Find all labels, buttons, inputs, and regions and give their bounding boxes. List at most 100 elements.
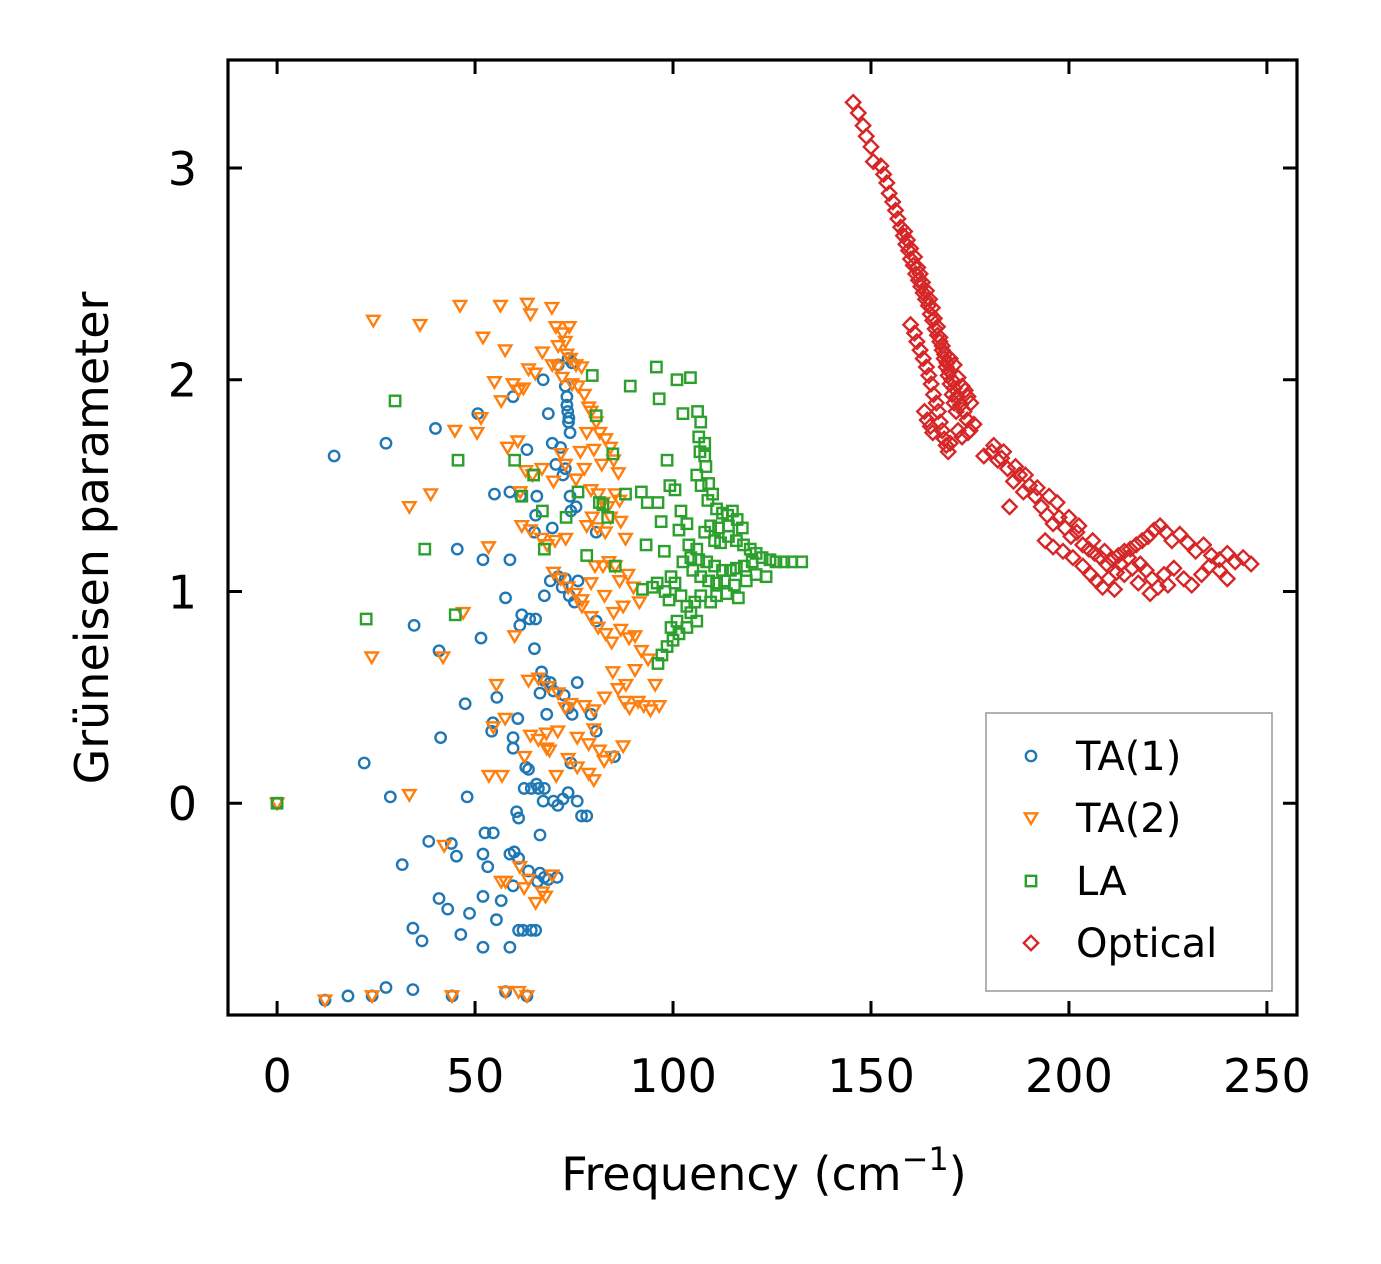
legend-item: LA xyxy=(1024,859,1127,905)
legend-item: TA(2) xyxy=(1022,796,1181,842)
data-point xyxy=(649,360,663,374)
data-point xyxy=(603,750,620,765)
data-point xyxy=(567,359,585,374)
data-point xyxy=(451,299,469,314)
data-point xyxy=(702,574,716,588)
data-point xyxy=(769,555,783,569)
x-axis-label-superscript: −1 xyxy=(902,1140,949,1178)
data-point xyxy=(609,683,627,698)
data-point xyxy=(608,559,622,573)
data-point xyxy=(541,744,558,759)
data-point xyxy=(1028,478,1047,497)
data-point xyxy=(583,511,601,526)
data-point xyxy=(454,928,468,941)
data-point xyxy=(486,376,503,391)
x-tick-label: 250 xyxy=(1223,1049,1311,1103)
data-point xyxy=(485,724,499,738)
data-point xyxy=(567,473,585,488)
data-point xyxy=(924,385,943,404)
data-point xyxy=(587,416,605,431)
data-point xyxy=(570,676,584,689)
data-point xyxy=(636,582,649,596)
data-point xyxy=(559,510,573,524)
data-point xyxy=(712,521,725,535)
data-point xyxy=(520,674,537,689)
data-point xyxy=(917,281,936,300)
data-point xyxy=(593,458,611,473)
data-point xyxy=(582,405,600,420)
data-point xyxy=(538,742,556,757)
data-point xyxy=(480,541,497,556)
data-point xyxy=(1119,548,1138,567)
data-point xyxy=(450,849,463,863)
data-point xyxy=(959,387,977,406)
data-point xyxy=(1127,536,1146,554)
data-point xyxy=(515,882,533,897)
data-point xyxy=(529,923,543,937)
data-point xyxy=(1083,531,1102,550)
data-point xyxy=(701,494,715,507)
data-point xyxy=(576,388,593,403)
data-point xyxy=(1242,555,1260,573)
x-tick-label: 50 xyxy=(446,1049,505,1103)
data-point xyxy=(522,308,539,323)
data-point xyxy=(573,361,590,376)
data-point xyxy=(680,517,694,531)
data-point xyxy=(614,740,632,755)
data-point xyxy=(668,483,682,497)
data-point xyxy=(434,731,448,745)
data-point xyxy=(631,596,648,611)
data-point xyxy=(545,521,559,535)
data-point xyxy=(560,320,578,336)
data-point xyxy=(949,421,967,440)
data-point xyxy=(545,475,562,490)
data-point xyxy=(918,411,937,429)
y-axis-label: Grüneisen parameter xyxy=(65,291,119,784)
data-point xyxy=(476,940,490,954)
data-point xyxy=(519,297,536,312)
data-point xyxy=(484,721,502,736)
data-point xyxy=(1069,516,1088,535)
data-point xyxy=(597,627,615,643)
data-point xyxy=(940,362,959,381)
data-point xyxy=(429,422,442,435)
data-point xyxy=(561,786,575,800)
data-point xyxy=(520,873,537,888)
data-point xyxy=(406,921,420,935)
data-point xyxy=(658,585,672,598)
data-point xyxy=(698,525,712,539)
data-point xyxy=(493,769,511,784)
data-point xyxy=(883,192,902,211)
legend-label: Optical xyxy=(1076,921,1217,967)
legend-item: TA(1) xyxy=(1024,734,1181,780)
data-point xyxy=(535,504,549,518)
series-ta-2 xyxy=(268,297,668,1009)
data-point xyxy=(908,258,927,277)
data-point xyxy=(515,489,529,503)
data-point xyxy=(415,934,429,948)
legend-label: TA(2) xyxy=(1075,796,1181,842)
data-point xyxy=(435,839,453,854)
data-point xyxy=(639,653,657,668)
data-point xyxy=(450,542,464,556)
data-point xyxy=(795,555,809,569)
data-point xyxy=(1164,559,1183,578)
y-tick-labels: 0 1 2 3 xyxy=(168,142,197,831)
data-point xyxy=(569,380,587,395)
data-point xyxy=(961,394,980,412)
data-point xyxy=(1210,561,1229,580)
data-point xyxy=(674,504,688,518)
data-point xyxy=(655,648,669,662)
data-point xyxy=(508,453,522,467)
data-point xyxy=(530,672,547,687)
data-point xyxy=(596,691,613,706)
data-point xyxy=(1105,580,1124,599)
legend-marker-triangle-down xyxy=(1022,812,1040,827)
series-optical xyxy=(844,93,1260,603)
data-point xyxy=(1103,550,1122,569)
data-point xyxy=(506,630,523,645)
data-point xyxy=(388,394,402,408)
data-point xyxy=(476,890,490,903)
x-tick-label: 150 xyxy=(827,1049,915,1103)
data-point xyxy=(578,520,596,535)
